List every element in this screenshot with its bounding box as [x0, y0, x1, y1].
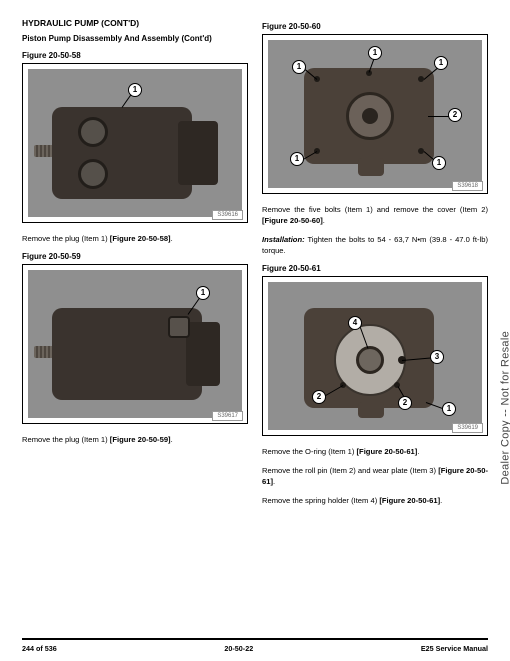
image-ref: S39619 — [452, 423, 483, 433]
figure-20-50-60: 1 1 1 1 1 2 S39618 — [262, 34, 488, 194]
callout-1: 1 — [432, 156, 446, 170]
figure-20-50-61: 4 3 2 2 1 S39619 — [262, 276, 488, 436]
figure-label: Figure 20-50-58 — [22, 51, 248, 60]
callout-1: 1 — [128, 83, 142, 97]
figure-20-50-59: 1 S39617 — [22, 264, 248, 424]
callout-1: 1 — [292, 60, 306, 74]
callout-1: 1 — [434, 56, 448, 70]
callout-1: 1 — [290, 152, 304, 166]
figure-label: Figure 20-50-60 — [262, 22, 488, 31]
instruction-text: Remove the spring holder (Item 4) [Figur… — [262, 495, 488, 506]
callout-2: 2 — [448, 108, 462, 122]
callout-1: 1 — [196, 286, 210, 300]
image-ref: S39616 — [212, 210, 243, 220]
instruction-text: Remove the roll pin (Item 2) and wear pl… — [262, 465, 488, 487]
figure-20-50-58: 1 S39616 — [22, 63, 248, 223]
page-footer: 244 of 536 20-50-22 E25 Service Manual — [22, 638, 488, 653]
instruction-text: Remove the five bolts (Item 1) and remov… — [262, 204, 488, 226]
right-column: Figure 20-50-60 1 — [262, 18, 488, 632]
figure-label: Figure 20-50-59 — [22, 252, 248, 261]
callout-1: 1 — [442, 402, 456, 416]
left-column: HYDRAULIC PUMP (CONT'D) Piston Pump Disa… — [22, 18, 248, 632]
footer-manual: E25 Service Manual — [421, 644, 488, 653]
callout-2: 2 — [398, 396, 412, 410]
footer-page: 244 of 536 — [22, 644, 57, 653]
image-ref: S39617 — [212, 411, 243, 421]
callout-3: 3 — [430, 350, 444, 364]
image-ref: S39618 — [452, 181, 483, 191]
figure-label: Figure 20-50-61 — [262, 264, 488, 273]
callout-4: 4 — [348, 316, 362, 330]
installation-note: Installation: Tighten the bolts to 54 - … — [262, 234, 488, 256]
footer-section: 20-50-22 — [224, 644, 253, 653]
callout-2: 2 — [312, 390, 326, 404]
instruction-text: Remove the plug (Item 1) [Figure 20-50-5… — [22, 233, 248, 244]
callout-1: 1 — [368, 46, 382, 60]
subsection-heading: Piston Pump Disassembly And Assembly (Co… — [22, 34, 248, 43]
watermark: Dealer Copy -- Not for Resale — [500, 331, 510, 485]
instruction-text: Remove the plug (Item 1) [Figure 20-50-5… — [22, 434, 248, 445]
instruction-text: Remove the O-ring (Item 1) [Figure 20-50… — [262, 446, 488, 457]
section-heading: HYDRAULIC PUMP (CONT'D) — [22, 18, 248, 28]
